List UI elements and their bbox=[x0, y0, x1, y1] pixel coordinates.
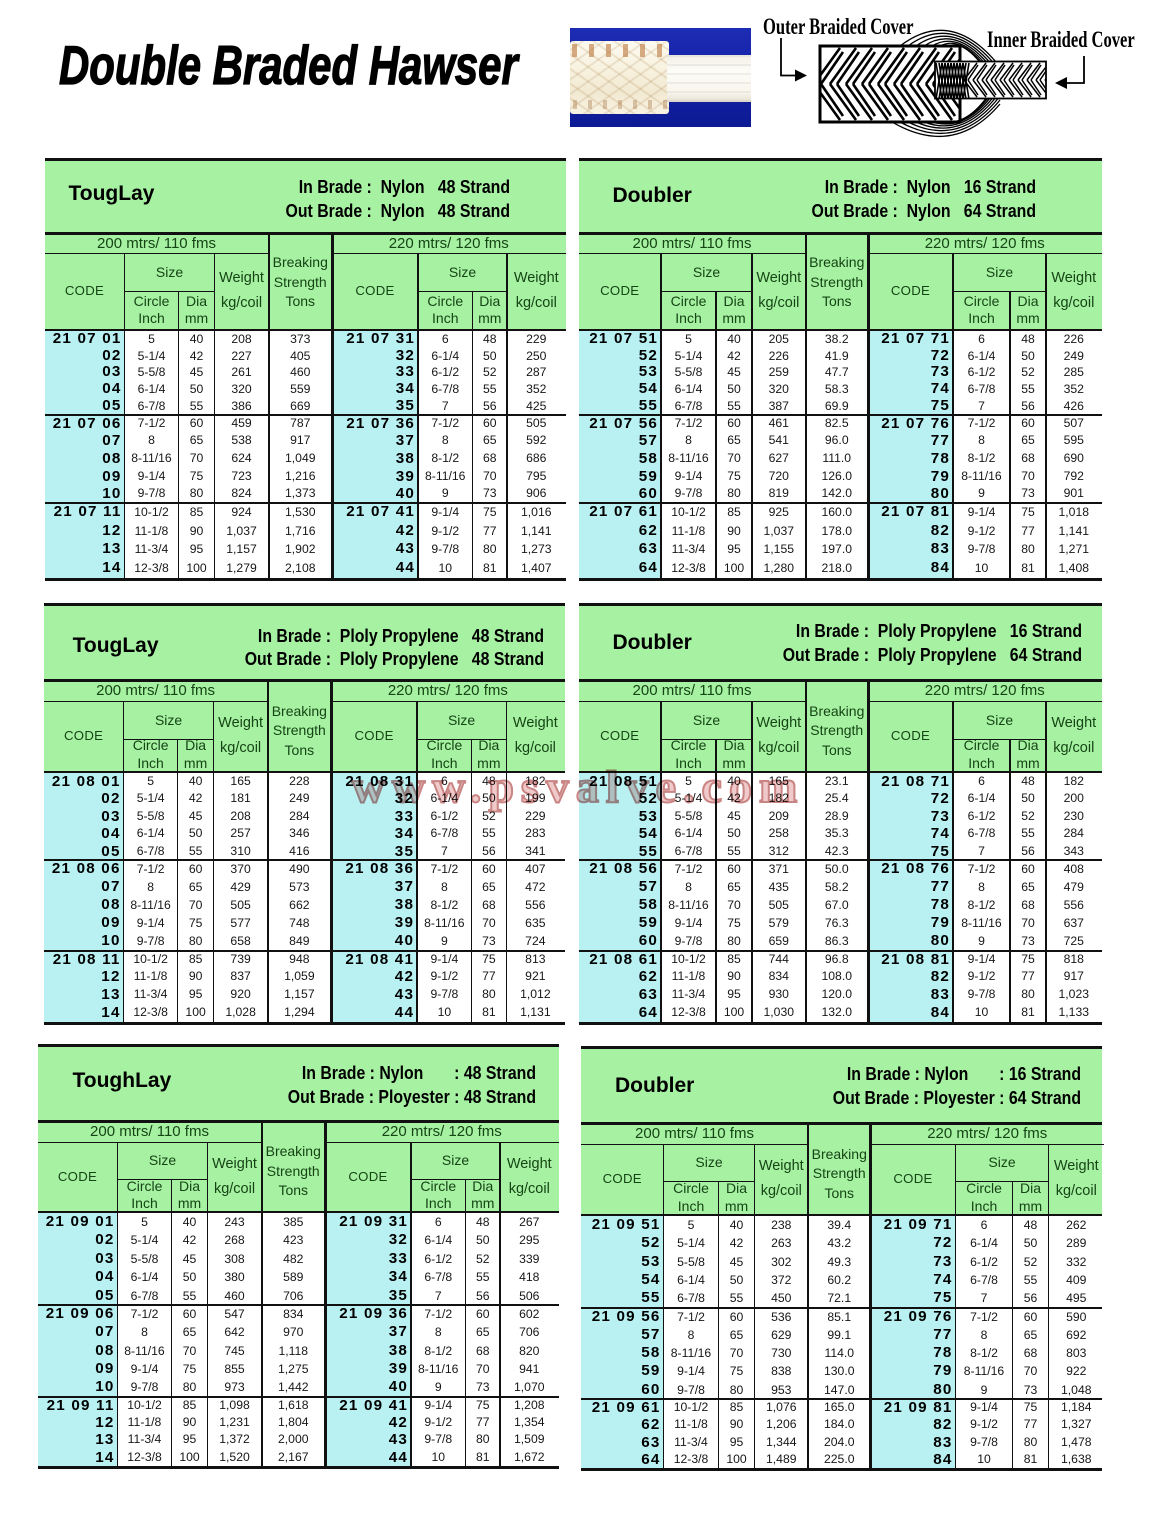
svg-text:Outer Braided Cover: Outer Braided Cover bbox=[763, 14, 914, 39]
svg-text:Inner Braided Cover: Inner Braided Cover bbox=[987, 27, 1135, 52]
